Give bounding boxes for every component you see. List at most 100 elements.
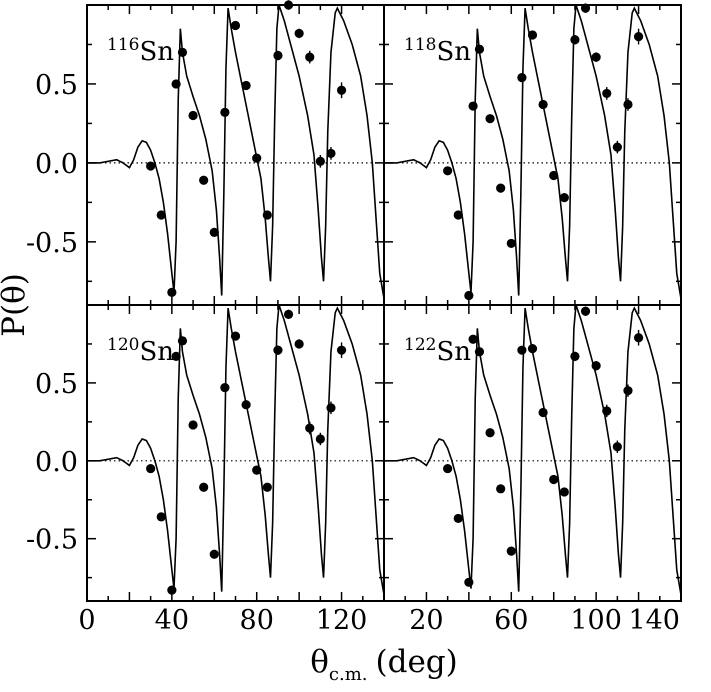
data-point [496, 183, 506, 193]
x-tick-label: 40 [155, 605, 189, 636]
data-point [326, 403, 336, 413]
data-point [591, 52, 601, 62]
data-point [517, 345, 527, 355]
data-point [241, 80, 251, 91]
x-axis-label-sub: c.m. [329, 664, 368, 685]
data-point [336, 85, 347, 95]
x-tick-label: 80 [240, 605, 274, 636]
x-tick-label: 60 [494, 605, 528, 636]
data-point [496, 484, 506, 494]
data-point [527, 344, 538, 354]
panel-top-right: 118Sn [383, 3, 682, 306]
data-point [220, 382, 230, 393]
y-tick-label: -0.5 [26, 525, 78, 556]
data-point [294, 339, 304, 349]
data-point [199, 482, 209, 492]
y-tick-label: 0.5 [35, 70, 78, 101]
y-tick-label: 0.5 [35, 369, 78, 400]
panel-label-mass: 116 [107, 35, 139, 55]
data-point [538, 407, 548, 418]
panel-bottom-right: 122Sn [383, 304, 682, 602]
data-point [570, 35, 580, 45]
data-point [220, 107, 230, 117]
data-point [468, 101, 478, 111]
data-point [602, 88, 612, 99]
panel-label-mass: 122 [404, 335, 436, 355]
x-tick-label: 0 [78, 605, 95, 636]
x-tick-label: 20 [409, 605, 443, 636]
panel-bottom-left: 120Sn [86, 304, 385, 602]
data-point [506, 546, 516, 556]
panel-label: 120Sn [107, 335, 174, 367]
data-point [453, 210, 463, 220]
data-point [485, 114, 495, 124]
data-point [580, 3, 591, 13]
data-point [283, 309, 294, 319]
panel-label-element: Sn [139, 37, 174, 67]
data-point [199, 175, 209, 185]
data-point [612, 142, 622, 152]
data-point [188, 420, 198, 430]
theory-curve [384, 4, 682, 299]
x-tick-label: 120 [316, 605, 368, 636]
data-point [241, 400, 251, 410]
data-point [326, 148, 336, 159]
data-point [623, 99, 633, 110]
data-point [623, 386, 633, 396]
data-point [468, 334, 478, 344]
theory-curve [87, 304, 385, 595]
data-point [517, 73, 527, 83]
data-point [570, 351, 580, 362]
x-tick-label: 100 [570, 605, 622, 636]
data-point [549, 474, 559, 485]
data-point [188, 110, 198, 121]
x-axis-label-theta: θ [310, 644, 329, 680]
data-point [273, 345, 283, 355]
panel-top-left: 116Sn [86, 0, 385, 306]
data-point [167, 585, 177, 595]
panel-label: 116Sn [107, 35, 174, 67]
panel-label-mass: 120 [107, 335, 139, 355]
data-point [252, 153, 262, 163]
theory-curve [87, 4, 385, 299]
data-point [252, 465, 262, 475]
panel-label-element: Sn [436, 337, 471, 367]
data-point [474, 44, 485, 54]
data-point [171, 351, 181, 362]
data-point [273, 50, 283, 61]
data-point [209, 227, 219, 237]
data-point [156, 210, 166, 220]
data-point [167, 287, 177, 297]
data-point [171, 79, 181, 89]
data-point [294, 28, 304, 39]
data-point [283, 0, 294, 10]
data-point [336, 345, 347, 355]
data-point [262, 482, 272, 492]
data-point [315, 156, 325, 166]
data-point [315, 434, 325, 444]
data-point [549, 170, 559, 181]
data-point [580, 306, 591, 316]
data-point [506, 238, 516, 249]
data-point [591, 361, 601, 371]
data-point [177, 47, 188, 57]
data-point [474, 347, 485, 357]
data-point [146, 161, 156, 171]
data-point [305, 52, 315, 62]
data-point [612, 442, 622, 452]
data-point [464, 577, 474, 587]
data-point [443, 166, 453, 176]
y-tick-label: 0.0 [35, 149, 78, 180]
data-point [209, 549, 219, 559]
data-point [443, 463, 453, 474]
x-tick-label: 140 [628, 605, 680, 636]
panel-label-element: Sn [139, 337, 174, 367]
data-point [156, 512, 166, 522]
y-tick-label: 0.0 [35, 447, 78, 478]
data-point [262, 210, 272, 220]
x-axis-label: θc.m. (deg) [310, 644, 458, 685]
data-point [633, 333, 644, 343]
panel-label: 118Sn [404, 35, 471, 67]
